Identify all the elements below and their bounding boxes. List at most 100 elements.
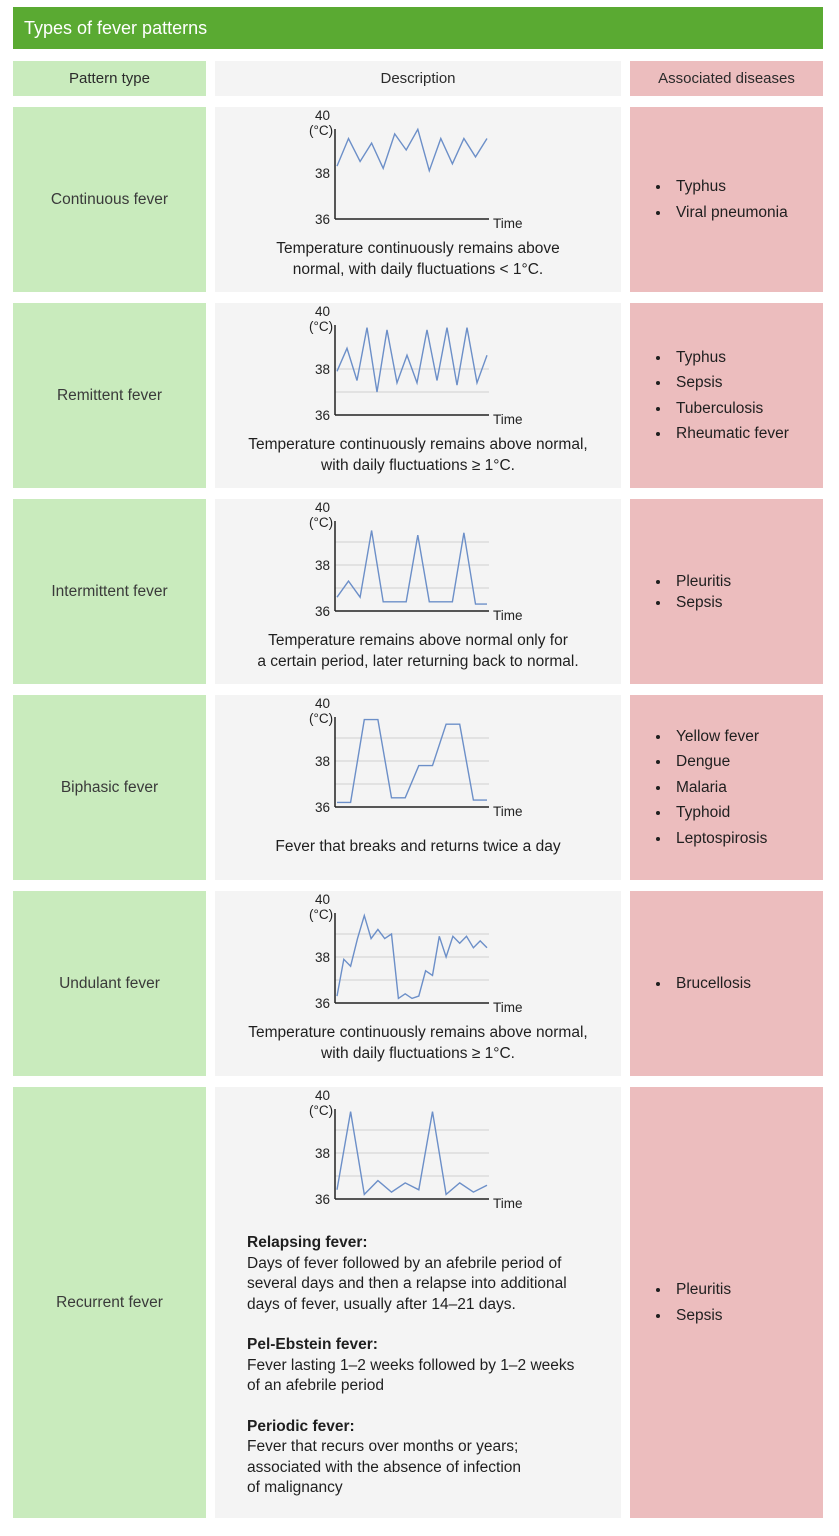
y-tick-label: 36 <box>315 408 330 423</box>
y-tick-label: 38 <box>315 950 330 965</box>
y-axis-unit: (°C) <box>309 515 333 530</box>
y-tick-label: 40 <box>315 108 330 123</box>
header-description: Description <box>215 61 621 96</box>
disease-item: Malaria <box>656 775 767 800</box>
pattern-type-cell: Recurrent fever <box>13 1087 206 1518</box>
fever-chart: 40(°C) 38 36 Time <box>309 304 523 427</box>
associated-diseases-cell: Pleuritis Sepsis <box>630 1087 823 1518</box>
pattern-type-cell: Continuous fever <box>13 107 206 292</box>
y-tick-label: 40 <box>315 500 330 515</box>
recurrent-subtype: Periodic fever: Fever that recurs over mo… <box>247 1417 607 1499</box>
description-line: with daily fluctuations ≥ 1°C. <box>321 1045 515 1062</box>
disease-item: Sepsis <box>656 592 731 613</box>
disease-item: Sepsis <box>656 1303 731 1328</box>
pattern-type-cell: Remittent fever <box>13 303 206 488</box>
description-text: Temperature continuously remains above no… <box>215 238 621 280</box>
description-line: Temperature continuously remains above n… <box>248 436 588 453</box>
description-line: normal, with daily fluctuations < 1°C. <box>292 261 544 278</box>
disease-item: Tuberculosis <box>656 396 789 421</box>
temperature-line <box>336 127 488 174</box>
y-tick-label: 38 <box>315 1146 330 1161</box>
description-text: Temperature remains above normal only fo… <box>215 630 621 672</box>
x-axis-label: Time <box>493 1196 523 1211</box>
recurrent-subtype: Relapsing fever: Days of fever followed b… <box>247 1233 607 1315</box>
header-pattern-type: Pattern type <box>13 61 206 96</box>
fever-chart: 40(°C) 38 36 Time <box>309 892 523 1015</box>
description-text: Fever that breaks and returns twice a da… <box>215 836 621 857</box>
y-tick-label: 40 <box>315 304 330 319</box>
y-tick-label: 36 <box>315 996 330 1011</box>
y-tick-label: 40 <box>315 696 330 711</box>
y-tick-label: 38 <box>315 362 330 377</box>
y-tick-label: 36 <box>315 800 330 815</box>
y-tick-label: 40 <box>315 1088 330 1103</box>
subtype-name: Relapsing fever: <box>247 1234 368 1251</box>
disease-list: Typhus Sepsis Tuberculosis Rheumatic fever <box>630 345 789 447</box>
description-cell: 40 (°C) 38 36 Time Temperature continuously r… <box>215 107 621 292</box>
associated-diseases-cell: Yellow fever Dengue Malaria Typhoid Leptospi… <box>630 695 823 880</box>
subtype-line: of an afebrile period <box>247 1377 385 1394</box>
y-tick-label: 36 <box>315 604 330 619</box>
description-cell: 40 (°C) 38 36 Time Temperature remains above … <box>215 499 621 684</box>
description-cell: 40 (°C) 38 36 Time Temperature continuously r… <box>215 303 621 488</box>
header-associated-diseases: Associated diseases <box>630 61 823 96</box>
associated-diseases-cell: Brucellosis <box>630 891 823 1076</box>
description-line: Temperature continuously remains above n… <box>248 1024 588 1041</box>
pattern-type-cell: Undulant fever <box>13 891 206 1076</box>
disease-item: Pleuritis <box>656 1277 731 1302</box>
description-line: with daily fluctuations ≥ 1°C. <box>321 457 515 474</box>
y-tick-label: 40 <box>315 892 330 907</box>
y-tick-label: 36 <box>315 212 330 227</box>
subtype-line: days of fever, usually after 14–21 days. <box>247 1295 516 1313</box>
x-axis-label: Time <box>493 216 523 231</box>
subtype-name: Periodic fever: <box>247 1417 355 1435</box>
description-cell: 40 (°C) 38 36 Time Fever that breaks and retu… <box>215 695 621 880</box>
subtype-line: Fever lasting 1–2 weeks followed by 1–2 … <box>247 1356 575 1374</box>
disease-item: Sepsis <box>656 370 789 395</box>
associated-diseases-cell: Typhus Sepsis Tuberculosis Rheumatic fever <box>630 303 823 488</box>
temperature-line <box>336 530 487 605</box>
temperature-line <box>336 1111 488 1196</box>
pattern-type-cell: Intermittent fever <box>13 499 206 684</box>
y-tick-label: 38 <box>315 558 330 573</box>
fever-chart: 40(°C) 38 36 Time <box>309 500 523 623</box>
disease-list: Brucellosis <box>630 971 751 996</box>
fever-chart: 40(°C) 38 36 Time <box>309 1088 523 1211</box>
description-cell: 40 (°C) 38 36 Time Temperature continuously r… <box>215 891 621 1076</box>
disease-item: Rheumatic fever <box>656 421 789 446</box>
disease-list: Pleuritis Sepsis <box>630 1277 731 1328</box>
x-axis-label: Time <box>493 412 523 427</box>
fever-chart: 40(°C) 38 36 Time <box>309 696 523 819</box>
temperature-line <box>337 718 487 804</box>
description-line: Temperature continuously remains above <box>276 240 560 257</box>
description-text: Temperature continuously remains above n… <box>215 434 621 476</box>
subtype-name: Pel-Ebstein fever: <box>247 1336 378 1353</box>
x-axis-label: Time <box>493 804 523 819</box>
fever-chart: 40(°C) 38 36 Time <box>309 108 523 231</box>
page-title: Types of fever patterns <box>13 7 823 49</box>
disease-list: Typhus Viral pneumonia <box>630 174 788 225</box>
temperature-line <box>336 913 488 1000</box>
y-tick-label: 38 <box>315 166 330 181</box>
disease-item: Typhus <box>656 345 789 370</box>
y-axis-unit: (°C) <box>309 123 333 138</box>
disease-item: Typhoid <box>656 800 767 825</box>
subtype-line: Days of fever followed by an afebrile pe… <box>247 1254 562 1272</box>
description-line: Temperature remains above normal only fo… <box>268 632 568 649</box>
x-axis-label: Time <box>493 608 523 623</box>
description-cell: 40 (°C) 38 36 Time Relapsing fever: Days of fe… <box>215 1087 621 1518</box>
subtype-line: Fever that recurs over months or years; <box>247 1438 519 1455</box>
description-line: a certain period, later returning back t… <box>257 653 579 670</box>
disease-item: Dengue <box>656 749 767 774</box>
y-axis-unit: (°C) <box>309 711 333 726</box>
associated-diseases-cell: Pleuritis Sepsis <box>630 499 823 684</box>
disease-item: Yellow fever <box>656 724 767 749</box>
subtype-line: several days and then a relapse into add… <box>247 1275 567 1292</box>
disease-item: Pleuritis <box>656 571 731 592</box>
y-axis-unit: (°C) <box>309 907 333 922</box>
description-line: Fever that breaks and returns twice a da… <box>275 838 561 855</box>
x-axis-label: Time <box>493 1000 523 1015</box>
subtype-line: of malignancy <box>247 1479 343 1496</box>
disease-item: Brucellosis <box>656 971 751 996</box>
disease-list: Yellow fever Dengue Malaria Typhoid Leptospi… <box>630 724 767 851</box>
